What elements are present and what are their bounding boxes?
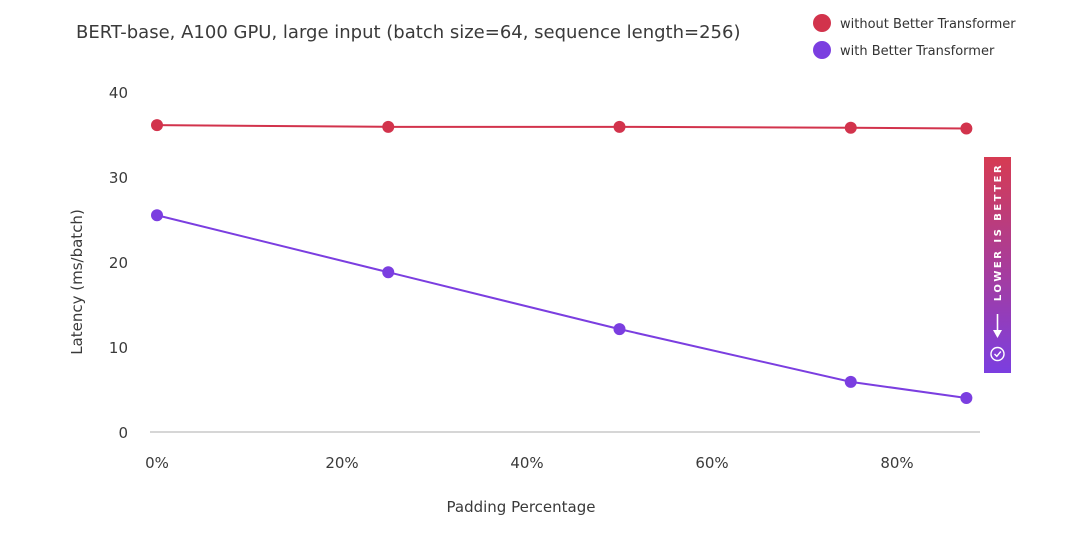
down-arrow-icon	[993, 314, 1002, 338]
series-1-line	[156, 214, 967, 399]
check-circle-icon	[990, 346, 1005, 362]
series-0-point-3[interactable]	[844, 121, 857, 134]
series-1-point-3[interactable]	[844, 375, 857, 388]
series-0	[151, 119, 973, 135]
series-0-point-2[interactable]	[613, 120, 626, 133]
series-1	[151, 209, 973, 404]
y-tick-label-2: 20	[109, 254, 128, 272]
x-tick-label-3: 60%	[695, 454, 728, 472]
series-1-point-1[interactable]	[382, 266, 395, 279]
legend-label-without: without Better Transformer	[840, 17, 1016, 32]
x-tick-label-0: 0%	[145, 454, 169, 472]
x-tick-label-2: 40%	[510, 454, 543, 472]
y-tick-label-4: 40	[109, 84, 128, 102]
legend-marker-without	[813, 14, 831, 32]
series-0-point-4[interactable]	[960, 122, 973, 135]
x-tick-label-4: 80%	[880, 454, 913, 472]
series-1-point-2[interactable]	[613, 323, 626, 336]
y-tick-label-0: 0	[118, 424, 128, 442]
y-tick-label-1: 10	[109, 339, 128, 357]
series-1-point-4[interactable]	[960, 392, 973, 404]
x-tick-label-1: 20%	[325, 454, 358, 472]
badge-text: LOWER IS BETTER	[993, 163, 1004, 301]
series-0-point-0[interactable]	[151, 119, 163, 132]
legend-item-without-better-transformer[interactable]: without Better Transformer	[813, 14, 1016, 32]
y-axis-label: Latency (ms/batch)	[68, 209, 86, 355]
legend-label-with: with Better Transformer	[840, 44, 995, 59]
series-0-point-1[interactable]	[382, 120, 395, 133]
legend-marker-with	[813, 41, 831, 59]
legend-item-with-better-transformer[interactable]: with Better Transformer	[813, 41, 995, 59]
y-tick-labels: 0 10 20 30 40	[109, 84, 128, 442]
y-tick-label-3: 30	[109, 169, 128, 187]
chart-title: BERT-base, A100 GPU, large input (batch …	[76, 22, 740, 43]
x-axis-label: Padding Percentage	[447, 498, 596, 516]
lower-is-better-badge: LOWER IS BETTER	[984, 157, 1011, 373]
x-tick-labels: 0% 20% 40% 60% 80%	[145, 454, 914, 472]
legend: without Better Transformer with Better T…	[813, 14, 1016, 59]
series-1-point-0[interactable]	[151, 209, 163, 222]
series-group	[151, 119, 973, 404]
